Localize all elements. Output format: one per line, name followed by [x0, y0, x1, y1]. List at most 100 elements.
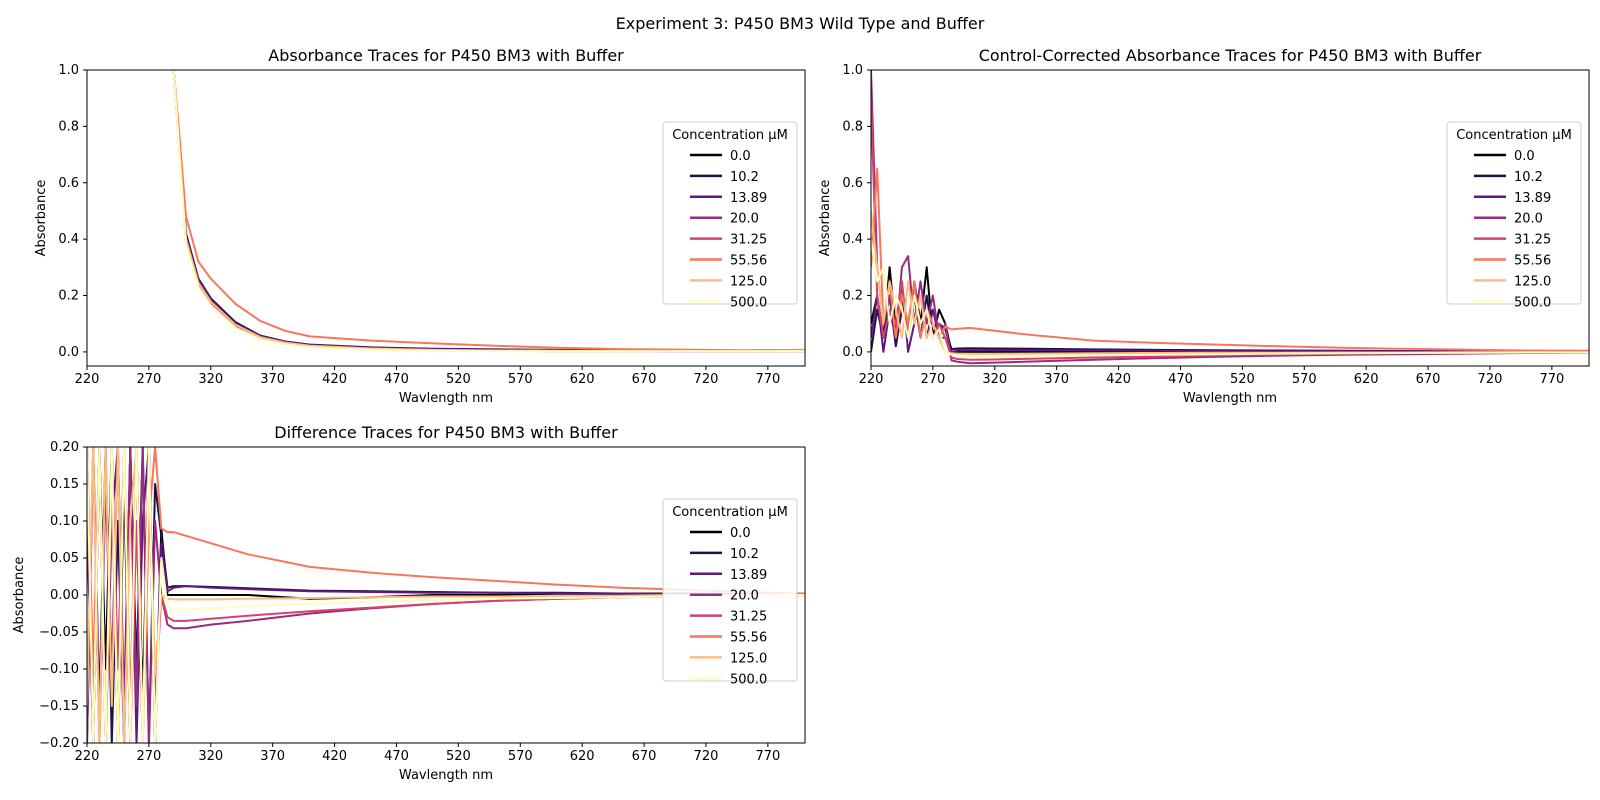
- y-tick-label: 0.0: [58, 345, 79, 360]
- x-tick-label: 670: [632, 749, 657, 764]
- y-tick-label: −0.20: [39, 736, 79, 751]
- legend-label: 10.2: [730, 547, 759, 562]
- legend-label: 13.89: [730, 191, 767, 206]
- x-tick-label: 370: [260, 372, 285, 387]
- legend-label: 20.0: [730, 589, 759, 604]
- x-tick-label: 370: [1044, 372, 1069, 387]
- x-tick-label: 670: [632, 372, 657, 387]
- legend-label: 13.89: [730, 568, 767, 583]
- chart-title: Difference Traces for P450 BM3 with Buff…: [274, 423, 618, 442]
- x-axis-label: Wavlength nm: [1183, 391, 1277, 406]
- y-tick-label: 0.4: [842, 232, 863, 247]
- legend-label: 20.0: [730, 212, 759, 227]
- x-tick-label: 570: [1292, 372, 1317, 387]
- y-tick-label: 0.10: [50, 514, 79, 529]
- legend-label: 55.56: [730, 254, 767, 269]
- plot-area: [87, 447, 805, 743]
- axes-frame: [86, 69, 806, 367]
- legend-title: Concentration µM: [1456, 128, 1572, 143]
- legend-label: 500.0: [730, 672, 767, 687]
- legend: Concentration µM 0.0 10.2 13.89 20.0 31.25 55.…: [662, 498, 798, 687]
- x-tick-label: 320: [982, 372, 1007, 387]
- axes-frame: [870, 69, 1590, 367]
- x-tick-label: 570: [508, 372, 533, 387]
- legend: Concentration µM 0.0 10.2 13.89 20.0 31.25 55.…: [1446, 121, 1582, 310]
- y-tick-label: −0.15: [39, 699, 79, 714]
- x-tick-label: 220: [75, 372, 100, 387]
- x-tick-label: 420: [1106, 372, 1131, 387]
- y-tick-label: 0.4: [58, 232, 79, 247]
- legend-title: Concentration µM: [672, 505, 788, 520]
- y-tick-label: 0.8: [842, 119, 863, 134]
- legend-label: 31.25: [730, 233, 767, 248]
- series-line: [172, 70, 805, 352]
- x-tick-label: 420: [322, 749, 347, 764]
- chart-panel-1: Absorbance Traces for P450 BM3 with Buff…: [34, 46, 806, 406]
- y-tick-label: 1.0: [58, 63, 79, 78]
- x-tick-label: 470: [1168, 372, 1193, 387]
- x-tick-label: 470: [384, 372, 409, 387]
- legend-label: 10.2: [730, 170, 759, 185]
- x-tick-label: 620: [1354, 372, 1379, 387]
- chart-panel-3: Difference Traces for P450 BM3 with Buff…: [12, 423, 806, 783]
- y-tick-label: 0.8: [58, 119, 79, 134]
- y-tick-label: 0.20: [50, 440, 79, 455]
- legend-label: 500.0: [730, 295, 767, 310]
- x-tick-label: 520: [1230, 372, 1255, 387]
- plot-area: [172, 70, 805, 353]
- x-tick-label: 670: [1416, 372, 1441, 387]
- legend-label: 55.56: [1514, 254, 1551, 269]
- x-tick-label: 570: [508, 749, 533, 764]
- legend-label: 10.2: [1514, 170, 1543, 185]
- x-axis-label: Wavlength nm: [399, 768, 493, 783]
- y-tick-label: 0.00: [50, 588, 79, 603]
- x-tick-label: 720: [694, 372, 719, 387]
- y-axis-label: Absorbance: [34, 180, 49, 257]
- legend: Concentration µM 0.0 10.2 13.89 20.0 31.25 55.…: [662, 121, 798, 310]
- x-axis-label: Wavlength nm: [399, 391, 493, 406]
- x-tick-label: 420: [322, 372, 347, 387]
- y-tick-label: 1.0: [842, 63, 863, 78]
- y-tick-label: 0.2: [58, 289, 79, 304]
- figure-suptitle: Experiment 3: P450 BM3 Wild Type and Buf…: [616, 14, 985, 33]
- x-tick-label: 320: [198, 372, 223, 387]
- series-line: [87, 447, 805, 743]
- chart-panel-2: Control-Corrected Absorbance Traces for …: [818, 46, 1590, 406]
- x-tick-label: 270: [920, 372, 945, 387]
- legend-label: 55.56: [730, 631, 767, 646]
- y-tick-label: −0.05: [39, 625, 79, 640]
- legend-label: 0.0: [730, 149, 751, 164]
- x-tick-label: 620: [570, 749, 595, 764]
- x-tick-label: 770: [1539, 372, 1564, 387]
- x-tick-label: 520: [446, 749, 471, 764]
- y-tick-label: 0.6: [842, 176, 863, 191]
- y-tick-label: 0.15: [50, 477, 79, 492]
- y-axis-label: Absorbance: [818, 180, 833, 257]
- chart-title: Absorbance Traces for P450 BM3 with Buff…: [268, 46, 624, 65]
- legend-label: 125.0: [1514, 274, 1551, 289]
- chart-title: Control-Corrected Absorbance Traces for …: [979, 46, 1482, 65]
- y-tick-label: 0.0: [842, 345, 863, 360]
- legend-title: Concentration µM: [672, 128, 788, 143]
- y-tick-label: 0.05: [50, 551, 79, 566]
- x-tick-label: 270: [136, 749, 161, 764]
- y-axis-label: Absorbance: [12, 557, 27, 634]
- legend-label: 125.0: [730, 651, 767, 666]
- legend-label: 125.0: [730, 274, 767, 289]
- y-tick-label: 0.6: [58, 176, 79, 191]
- legend-label: 31.25: [730, 610, 767, 625]
- x-tick-label: 620: [570, 372, 595, 387]
- x-tick-label: 220: [75, 749, 100, 764]
- plot-area: [871, 70, 1589, 365]
- x-tick-label: 320: [198, 749, 223, 764]
- x-tick-label: 770: [755, 372, 780, 387]
- x-tick-label: 220: [859, 372, 884, 387]
- x-tick-label: 720: [694, 749, 719, 764]
- legend-label: 0.0: [730, 526, 751, 541]
- legend-label: 500.0: [1514, 295, 1551, 310]
- series-line: [172, 70, 805, 353]
- x-tick-label: 370: [260, 749, 285, 764]
- y-tick-label: −0.10: [39, 662, 79, 677]
- x-tick-label: 470: [384, 749, 409, 764]
